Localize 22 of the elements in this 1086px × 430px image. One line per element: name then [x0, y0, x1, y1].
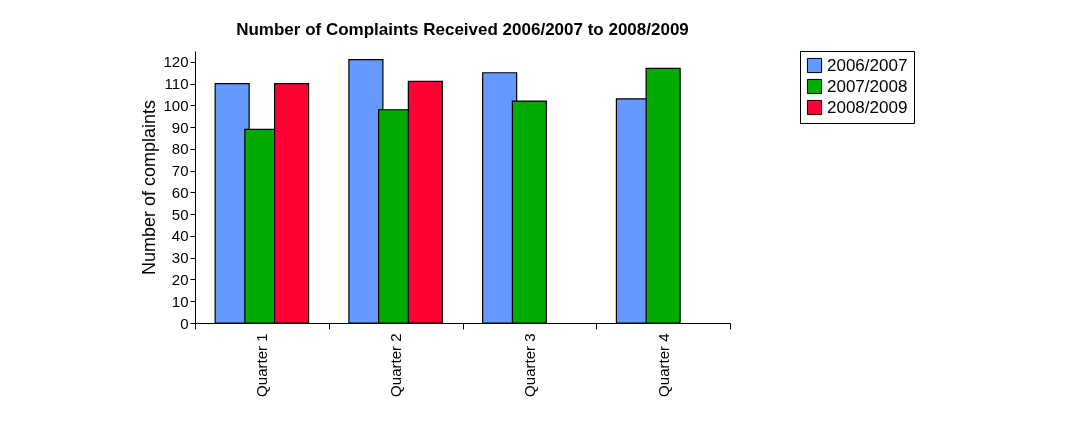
y-tick-label: 110: [164, 75, 189, 93]
x-tick-label: Quarter 4: [654, 333, 672, 397]
y-axis-title: Number of complaints: [139, 99, 160, 276]
y-tick-label: 60: [171, 183, 189, 201]
chart-title: Number of Complaints Received 2006/2007 to 2008/2009: [236, 19, 689, 39]
legend-label: 2008/2009: [827, 97, 908, 117]
x-tick-label: Quarter 2: [387, 333, 405, 397]
y-tick-label: 90: [171, 118, 189, 136]
x-tick-label: Quarter 3: [520, 333, 538, 397]
y-tick-label: 0: [180, 314, 189, 332]
x-tick-label: Quarter 1: [253, 333, 271, 397]
y-tick-label: 40: [171, 227, 189, 245]
y-tick-label: 80: [171, 140, 189, 158]
y-tick-label: 30: [171, 249, 189, 267]
y-tick-label: 120: [163, 53, 189, 71]
legend-label: 2007/2008: [827, 76, 908, 96]
legend-label: 2006/2007: [827, 55, 908, 75]
y-tick-label: 10: [171, 292, 189, 310]
y-tick-label: 20: [171, 270, 189, 288]
y-tick-label: 100: [163, 96, 189, 114]
y-tick-label: 50: [171, 205, 189, 223]
y-tick-label: 70: [171, 162, 189, 180]
